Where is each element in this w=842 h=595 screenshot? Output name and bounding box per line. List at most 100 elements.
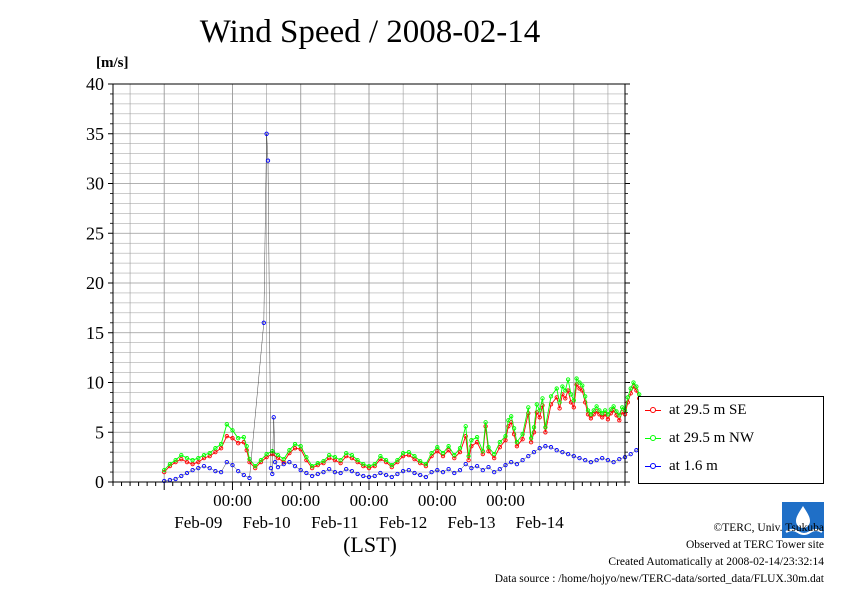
data-point-low (531, 449, 537, 455)
data-point-nw (332, 454, 338, 460)
data-point-nw (321, 458, 326, 464)
data-point-nw (520, 432, 525, 437)
data-point-nw (600, 411, 605, 416)
series-line-low (164, 133, 665, 482)
data-point-low (497, 466, 502, 472)
data-point-nw (486, 445, 491, 450)
data-point-se (574, 382, 579, 387)
data-point-se (583, 400, 588, 405)
data-point-nw (608, 407, 613, 412)
y-tick-label: 30 (86, 174, 104, 194)
data-point-nw (577, 380, 582, 385)
data-point-low (327, 466, 332, 472)
data-point-low (366, 474, 372, 480)
data-point-low (383, 472, 389, 478)
data-point-nw (236, 436, 241, 441)
data-point-low (565, 451, 571, 457)
data-point-nw (292, 442, 298, 447)
legend-marker-nw (650, 435, 656, 441)
data-point-nw (361, 461, 366, 467)
data-point-low (446, 466, 451, 472)
data-point-low (241, 472, 246, 478)
data-point-low (236, 468, 241, 474)
data-point-low (355, 471, 360, 477)
data-point-nw (446, 444, 451, 449)
x-date-label: Feb-11 (311, 513, 359, 532)
data-point-nw (457, 446, 463, 451)
data-point-low (412, 470, 417, 476)
data-point-low (298, 467, 303, 473)
data-point-nw (435, 445, 440, 450)
data-point-low (418, 472, 423, 478)
data-point-low (173, 476, 178, 482)
data-point-nw (207, 450, 212, 456)
data-point-nw (511, 426, 517, 431)
data-point-low (514, 461, 520, 467)
data-point-se (196, 459, 201, 465)
data-point-nw (509, 414, 514, 419)
series-layer (162, 131, 667, 484)
data-point-low (560, 449, 565, 455)
data-point-nw (474, 435, 480, 440)
data-point-nw (201, 452, 207, 458)
data-point-se (514, 444, 520, 449)
data-point-low (628, 451, 633, 457)
data-point-nw (344, 450, 349, 456)
data-point-se (605, 417, 611, 422)
data-point-se (557, 406, 562, 411)
data-point-nw (400, 450, 406, 456)
data-point-nw (492, 451, 497, 457)
y-tick-label: 0 (95, 472, 104, 492)
data-point-se (190, 461, 195, 467)
data-point-low (423, 474, 429, 480)
data-point-nw (389, 462, 394, 468)
data-point-low (281, 461, 286, 467)
y-tick-label: 5 (95, 422, 104, 442)
y-tick-label: 35 (86, 124, 104, 144)
data-point-se (486, 449, 491, 454)
data-point-low (201, 463, 207, 469)
data-point-low (486, 464, 491, 470)
legend-item-nw: at 29.5 m NW (639, 429, 823, 449)
data-point-low (463, 461, 468, 467)
data-point-nw (625, 395, 630, 400)
data-point-se (446, 448, 451, 453)
data-point-se (435, 449, 440, 454)
data-point-se (162, 469, 167, 475)
data-point-low (321, 469, 326, 475)
data-point-nw (557, 400, 562, 405)
data-point-nw (406, 449, 411, 455)
data-point-nw (531, 425, 537, 430)
data-point-nw (315, 460, 320, 466)
data-point-se (617, 418, 622, 423)
data-point-low (261, 320, 266, 325)
data-point-low (275, 464, 281, 470)
legend-item-se: at 29.5 m SE (639, 401, 823, 421)
data-point-se (543, 430, 548, 435)
data-point-low (162, 478, 167, 484)
data-point-nw (287, 448, 292, 453)
data-point-nw (497, 440, 502, 445)
data-point-nw (537, 408, 542, 413)
data-point-low (440, 469, 446, 475)
data-point-nw (218, 442, 224, 447)
data-point-low (543, 444, 548, 449)
data-point-se (588, 416, 594, 421)
data-point-se (591, 412, 596, 417)
data-point-nw (440, 450, 446, 456)
data-point-se (563, 396, 568, 401)
data-point-se (492, 455, 497, 461)
data-point-se (184, 459, 190, 465)
data-point-nw (617, 413, 622, 418)
data-point-low (230, 462, 235, 468)
data-point-se (506, 424, 511, 429)
data-point-low (207, 465, 212, 471)
data-point-nw (634, 384, 639, 389)
data-point-nw (543, 425, 548, 430)
data-point-low (429, 469, 434, 475)
data-point-low (503, 462, 508, 468)
data-point-nw (614, 409, 619, 414)
data-point-se (480, 451, 485, 457)
data-point-nw (611, 404, 616, 409)
footer-source: Data source : /home/hojyo/new/TERC-data/… (494, 573, 824, 585)
